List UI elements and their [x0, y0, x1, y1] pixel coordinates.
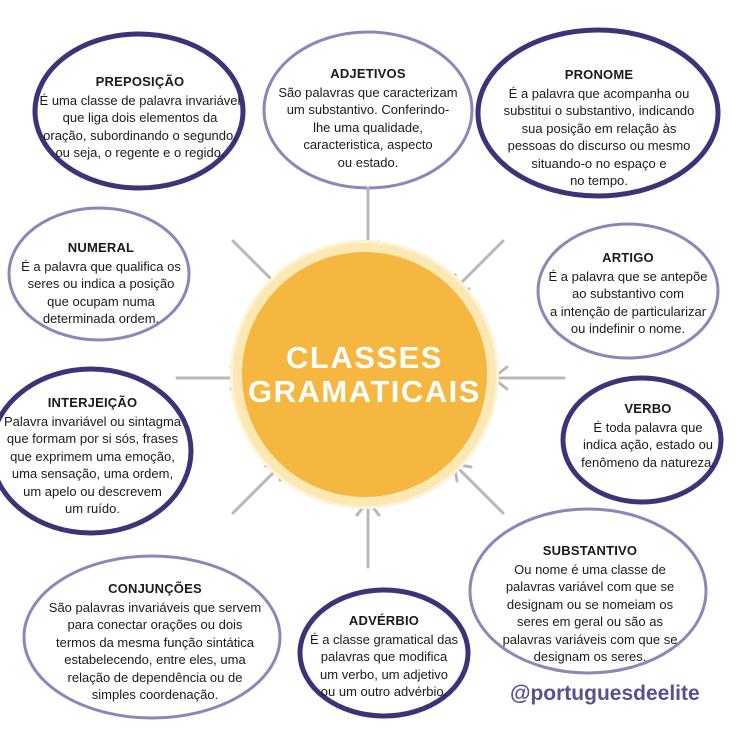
artigo-outline	[536, 222, 720, 360]
card-verbo-title: VERBO	[624, 401, 672, 416]
card-conjuncoes-title: CONJUNÇÕES	[108, 581, 202, 596]
card-pronome-body: É a palavra que acompanha ou substitui o…	[503, 85, 695, 189]
verbo-outline	[560, 375, 724, 505]
card-adverbio-body: É a classe gramatical das palavras que m…	[309, 631, 459, 700]
author-handle: @portuguesdeelite	[510, 682, 700, 705]
card-numeral-title: NUMERAL	[67, 240, 135, 255]
preposicao-outline	[32, 31, 246, 191]
card-numeral: NUMERAL É a palavra que qualifica os ser…	[14, 239, 188, 328]
card-adverbio: ADVÉRBIO É a classe gramatical das palav…	[305, 612, 463, 701]
card-verbo: VERBO É toda palavra que indica ação, es…	[575, 400, 721, 471]
card-numeral-body: É a palavra que qualifica os seres ou in…	[21, 258, 181, 327]
substantivo-outline	[468, 507, 708, 675]
conjuncoes-outline	[22, 554, 282, 720]
card-artigo-body: É a palavra que se antepõe ao substantiv…	[548, 268, 708, 337]
arrow-bottom-left	[231, 461, 285, 515]
numeral-outline	[7, 206, 191, 342]
card-adjetivos: ADJETIVOS São palavras que caracterizam …	[270, 65, 466, 171]
arrow-top	[355, 186, 381, 258]
card-interjeicao: INTERJEIÇÃO Palavra invariável ou sintag…	[0, 394, 185, 518]
arrow-bottom	[355, 499, 381, 569]
arrow-right	[491, 365, 566, 391]
center-title-line2: GRAMATICAIS	[248, 373, 481, 409]
card-verbo-body: É toda palavra que indica ação, estado o…	[581, 419, 715, 470]
card-preposicao-body: É uma classe de palavra invariável que l…	[39, 92, 241, 161]
center-title-line1: CLASSES	[286, 339, 443, 375]
card-interjeicao-title: INTERJEIÇÃO	[47, 395, 138, 410]
card-artigo-title: ARTIGO	[602, 250, 654, 265]
arrow-top-right	[450, 239, 505, 294]
card-interjeicao-body: Palavra invariável ou sintagma que forma…	[3, 413, 182, 517]
card-conjuncoes-body: São palavras invariáveis que servem para…	[48, 599, 262, 703]
card-adjetivos-body: São palavras que caracterizam um substan…	[278, 84, 458, 170]
card-substantivo: SUBSTANTIVO Ou nome é uma classe de pala…	[480, 542, 700, 666]
card-substantivo-title: SUBSTANTIVO	[542, 543, 638, 558]
adverbio-outline	[297, 587, 471, 719]
card-pronome: PRONOME É a palavra que acompanha ou sub…	[488, 66, 710, 190]
card-preposicao: PREPOSIÇÃO É uma classe de palavra invar…	[33, 73, 247, 162]
card-adjetivos-title: ADJETIVOS	[330, 66, 406, 81]
center-circle: CLASSES GRAMATICAIS	[242, 252, 487, 497]
pronome-outline	[475, 27, 721, 199]
arrow-top-left	[231, 239, 284, 292]
interjeicao-outline	[0, 366, 194, 536]
arrow-bottom-right	[452, 462, 505, 515]
arrow-left	[175, 365, 247, 391]
card-adverbio-title: ADVÉRBIO	[348, 613, 420, 628]
card-conjuncoes: CONJUNÇÕES São palavras invariáveis que …	[30, 580, 280, 704]
card-substantivo-body: Ou nome é uma classe de palavras variáve…	[502, 561, 678, 665]
card-preposicao-title: PREPOSIÇÃO	[95, 74, 185, 89]
card-pronome-title: PRONOME	[564, 67, 634, 82]
card-artigo: ARTIGO É a palavra que se antepõe ao sub…	[538, 249, 718, 338]
